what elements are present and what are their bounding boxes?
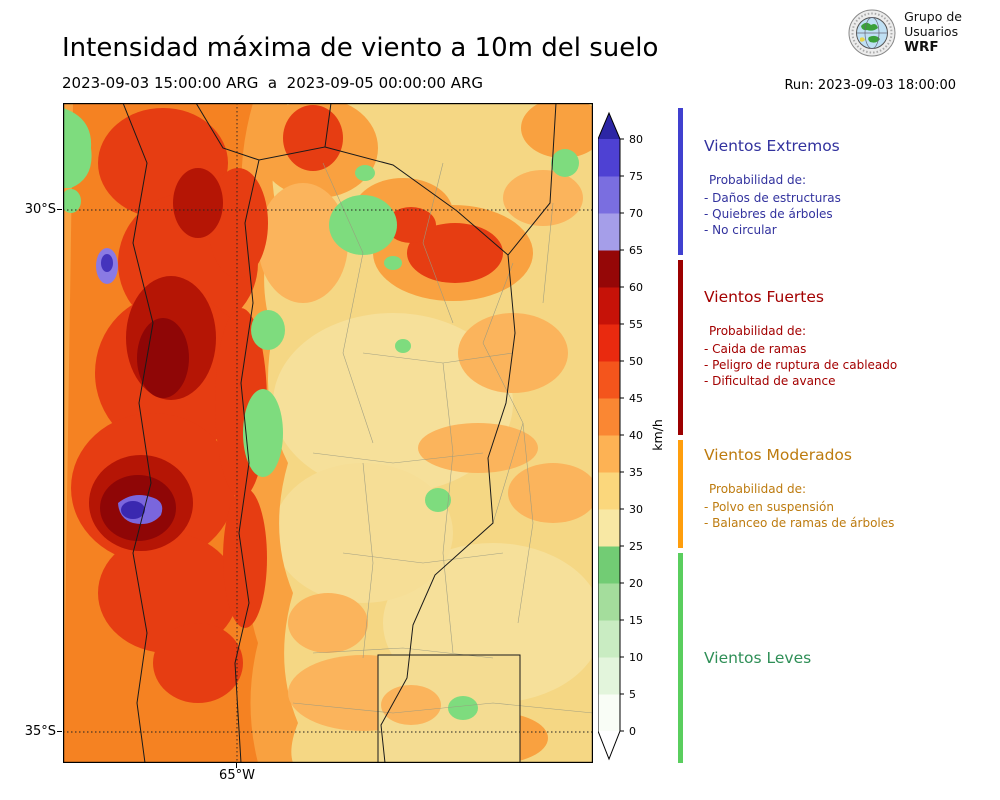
colorbar-segment [598, 694, 620, 732]
lon-label-65w: 65°W [219, 768, 255, 783]
logo-line-3: WRF [904, 38, 939, 55]
category-bar-extremos [678, 108, 683, 255]
category-bar-fuertes [678, 260, 683, 435]
logo-line-2: Usuarios [904, 24, 959, 40]
category-bar-leves [678, 553, 683, 763]
legend-category-leves: Vientos Leves [704, 649, 994, 685]
colorbar-segment [598, 398, 620, 436]
colorbar-tick-label: 70 [629, 207, 643, 220]
axis-tick [57, 209, 62, 210]
colorbar-segment [598, 472, 620, 510]
colorbar-panel: 0 5 10 15 20 25 30 35 40 45 50 55 60 65 70 75 80 km/h [597, 111, 680, 777]
lat-label-30s: 30°S [24, 202, 56, 217]
colorbar-tick-label: 15 [629, 614, 643, 627]
colorbar-segment [598, 287, 620, 325]
colorbar-svg: 0 5 10 15 20 25 30 35 40 45 50 55 60 65 70 75 80 km/h [597, 111, 665, 761]
colorbar-segment [598, 620, 620, 658]
category-bar-moderados [678, 440, 683, 548]
colorbar-segment [598, 546, 620, 584]
colorbar-tick-label: 20 [629, 577, 643, 590]
colorbar-segment [598, 583, 620, 621]
colorbar-segment [598, 509, 620, 547]
colorbar-tick-label: 10 [629, 651, 643, 664]
legend-item: - No circular [704, 223, 777, 237]
colorbar-segment [598, 176, 620, 214]
colorbar-unit-label: km/h [650, 419, 665, 451]
legend-item: - Quiebres de árboles [704, 207, 833, 221]
colorbar-segment [598, 361, 620, 399]
colorbar-tick-label: 0 [629, 725, 636, 738]
legend-item: - Peligro de ruptura de cableado [704, 358, 898, 372]
wrf-globe-icon [848, 9, 896, 57]
colorbar-segment [598, 139, 620, 177]
colorbar-tick-label: 30 [629, 503, 643, 516]
department-border-lines [292, 162, 594, 714]
legend-item: - Balanceo de ramas de árboles [704, 516, 895, 530]
legend-category-title: Vientos Leves [704, 649, 812, 667]
legend-category-title: Vientos Fuertes [704, 288, 824, 306]
legend-category-title: Vientos Extremos [704, 137, 840, 155]
legend-item: - Dificultad de avance [704, 374, 836, 388]
legend-item: - Daños de estructuras [704, 191, 841, 205]
legend-panel: Vientos Extremos Probabilidad de: - Daños … [676, 108, 996, 780]
province-border-lines [122, 102, 557, 764]
colorbar-segment [598, 657, 620, 695]
legend-item: - Polvo en suspensión [704, 500, 834, 514]
colorbar-tick-label: 75 [629, 170, 643, 183]
axis-tick [236, 763, 237, 768]
colorbar-tick-label: 35 [629, 466, 643, 479]
legend-category-fuertes: Vientos Fuertes Probabilidad de: - Caida d… [704, 288, 994, 389]
map-border [63, 103, 593, 763]
legend-category-title: Vientos Moderados [704, 446, 852, 464]
wind-map-svg [61, 98, 605, 764]
graticule-lines [63, 103, 593, 763]
colorbar-tick-label: 55 [629, 318, 643, 331]
axis-tick [57, 731, 62, 732]
valid-period-label: 2023-09-03 15:00:00 ARG a 2023-09-05 00:… [62, 74, 484, 92]
colorbar-over-arrow [598, 113, 620, 139]
legend-probability-label: Probabilidad de: [709, 173, 807, 187]
colorbar-tick-label: 65 [629, 244, 643, 257]
legend-category-moderados: Vientos Moderados Probabilidad de: - Polvo… [704, 446, 994, 531]
wind-map-panel [61, 98, 605, 764]
page-title: Intensidad máxima de viento a 10m del su… [62, 33, 659, 64]
lat-label-35s: 35°S [24, 724, 56, 739]
colorbar-segment [598, 324, 620, 362]
legend-probability-label: Probabilidad de: [709, 324, 807, 338]
legend-category-extremos: Vientos Extremos Probabilidad de: - Daños … [704, 137, 994, 238]
colorbar-segment [598, 435, 620, 473]
legend-probability-label: Probabilidad de: [709, 482, 807, 496]
colorbar-tick-label: 50 [629, 355, 643, 368]
model-run-label: Run: 2023-09-03 18:00:00 [784, 78, 956, 93]
colorbar-tick-label: 25 [629, 540, 643, 553]
colorbar-tick-label: 60 [629, 281, 643, 294]
legend-item: - Caida de ramas [704, 342, 807, 356]
colorbar-segment [598, 213, 620, 251]
colorbar-tick-label: 5 [629, 688, 636, 701]
wrf-logo: Grupo de Usuarios WRF [847, 8, 962, 58]
colorbar-under-arrow [598, 731, 620, 759]
colorbar-tick-label: 80 [629, 133, 643, 146]
colorbar-segment [598, 250, 620, 288]
logo-line-1: Grupo de [904, 9, 962, 25]
colorbar-tick-label: 45 [629, 392, 643, 405]
colorbar-tick-label: 40 [629, 429, 643, 442]
